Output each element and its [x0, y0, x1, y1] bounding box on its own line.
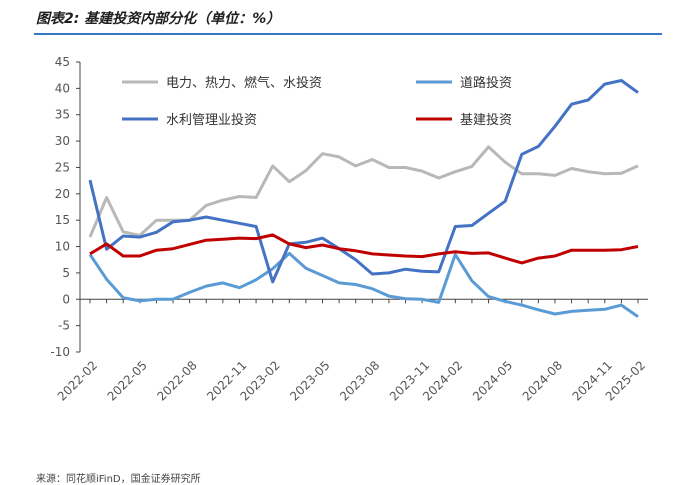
- series-line-1: [88, 251, 639, 318]
- x-tick-label: 2024-08: [520, 358, 565, 403]
- y-tick-label: 45: [55, 55, 70, 69]
- y-tick-label: -5: [58, 319, 70, 333]
- x-tick-label: 2022-08: [154, 358, 199, 403]
- y-tick-label: 0: [62, 292, 70, 306]
- legend-label: 道路投资: [460, 75, 512, 91]
- x-tick-label: 2023-05: [287, 358, 332, 403]
- source-note: 来源：同花顺iFinD，国金证券研究所: [36, 474, 201, 485]
- chart-title: 图表2: 基建投资内部分化（单位：%）: [36, 11, 281, 27]
- x-tick-label: 2024-05: [470, 358, 515, 403]
- y-tick-label: 5: [62, 266, 70, 280]
- series-line-2: [88, 79, 639, 284]
- title-divider: [34, 33, 662, 35]
- series-group: [88, 79, 639, 318]
- series-line-3: [89, 233, 639, 265]
- x-tick-label: 2022-05: [105, 358, 150, 403]
- y-axis: -10 -5 0 5 10 15 20 25 30 35 40 45: [50, 55, 81, 359]
- legend-label: 基建投资: [460, 112, 512, 128]
- legend-label: 水利管理业投资: [166, 112, 257, 128]
- y-tick-label: 25: [55, 160, 70, 174]
- y-tick-label: 20: [55, 187, 70, 201]
- legend-label: 电力、热力、燃气、水投资: [166, 75, 322, 91]
- y-tick-label: 10: [55, 240, 70, 254]
- y-tick-label: 30: [55, 134, 70, 148]
- y-tick-label: -10: [50, 345, 70, 359]
- x-tick-label: 2023-08: [337, 358, 382, 403]
- y-tick-label: 15: [55, 213, 70, 227]
- x-tick-label: 2022-02: [55, 358, 100, 403]
- y-tick-label: 35: [55, 108, 70, 122]
- y-tick-label: 40: [55, 81, 70, 95]
